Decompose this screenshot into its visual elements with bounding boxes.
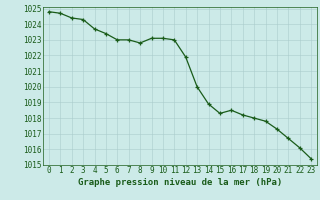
- X-axis label: Graphe pression niveau de la mer (hPa): Graphe pression niveau de la mer (hPa): [78, 178, 282, 187]
